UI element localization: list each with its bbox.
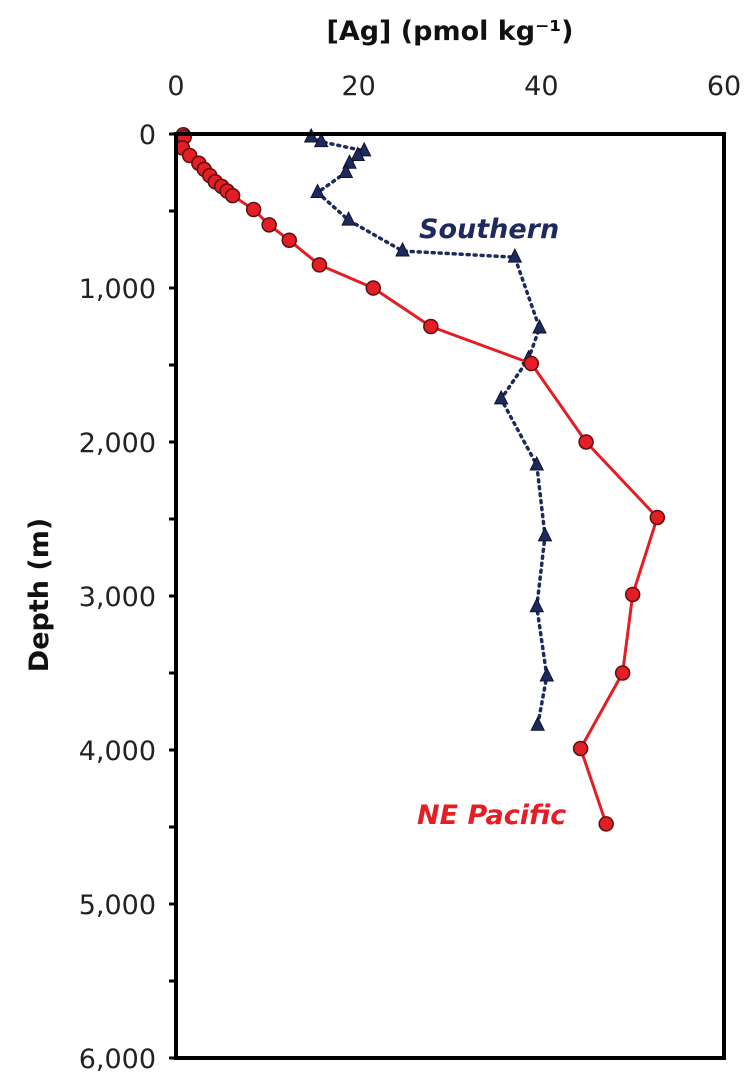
point-ne-pacific-19 xyxy=(649,509,666,526)
x-tick-label-2: 40 xyxy=(524,71,558,102)
point-southern-3 xyxy=(350,146,366,161)
y-tick-label-5: 5,000 xyxy=(79,890,156,921)
point-ne-pacific-23 xyxy=(598,816,614,832)
point-ne-pacific-12 xyxy=(261,217,277,233)
point-southern-16 xyxy=(539,666,555,682)
point-southern-5 xyxy=(338,163,354,178)
y-tick-label-4: 4,000 xyxy=(79,736,156,767)
point-southern-10 xyxy=(532,318,547,334)
y-tick-label-2: 2,000 xyxy=(79,428,156,459)
y-tick-label-1: 1,000 xyxy=(79,274,156,305)
x-tick-label-3: 60 xyxy=(707,71,741,102)
series-layer xyxy=(174,127,666,832)
point-southern-2 xyxy=(356,141,372,157)
series-label-southern: Southern xyxy=(419,214,559,245)
point-ne-pacific-13 xyxy=(281,232,298,249)
point-ne-pacific-17 xyxy=(523,355,540,372)
point-ne-pacific-18 xyxy=(578,434,594,450)
plot-frame xyxy=(174,132,726,1060)
point-southern-14 xyxy=(537,526,553,542)
y-axis-ticks: 0 1,000 2,000 3,000 4,000 5,000 6,000 xyxy=(79,120,176,1074)
point-ne-pacific-21 xyxy=(614,665,631,681)
x-axis-ticks: 0 20 40 60 xyxy=(167,71,741,102)
point-southern-6 xyxy=(310,183,325,198)
point-ne-pacific-10 xyxy=(224,187,241,204)
point-southern-17 xyxy=(530,716,545,731)
point-ne-pacific-11 xyxy=(245,201,262,218)
point-southern-8 xyxy=(395,241,410,257)
y-tick-label-0: 0 xyxy=(139,120,156,151)
series-label-ne-pacific: NE Pacific xyxy=(417,800,566,831)
point-ne-pacific-14 xyxy=(311,257,328,273)
x-tick-label-1: 20 xyxy=(341,71,375,102)
point-ne-pacific-20 xyxy=(624,586,641,603)
point-ne-pacific-22 xyxy=(572,740,589,757)
point-ne-pacific-16 xyxy=(423,318,439,335)
point-southern-9 xyxy=(507,248,523,263)
point-southern-15 xyxy=(529,597,545,613)
point-southern-13 xyxy=(529,455,545,471)
point-ne-pacific-15 xyxy=(365,280,382,296)
y-tick-label-3: 3,000 xyxy=(79,582,156,613)
x-tick-label-0: 0 xyxy=(167,71,184,102)
y-tick-label-6: 6,000 xyxy=(79,1044,156,1074)
point-southern-12 xyxy=(493,389,509,405)
x-axis-title: [Ag] (pmol kg⁻¹) xyxy=(326,16,573,47)
point-southern-7 xyxy=(341,211,356,226)
point-southern-1 xyxy=(313,132,329,148)
y-axis-title: Depth (m) xyxy=(24,518,55,672)
